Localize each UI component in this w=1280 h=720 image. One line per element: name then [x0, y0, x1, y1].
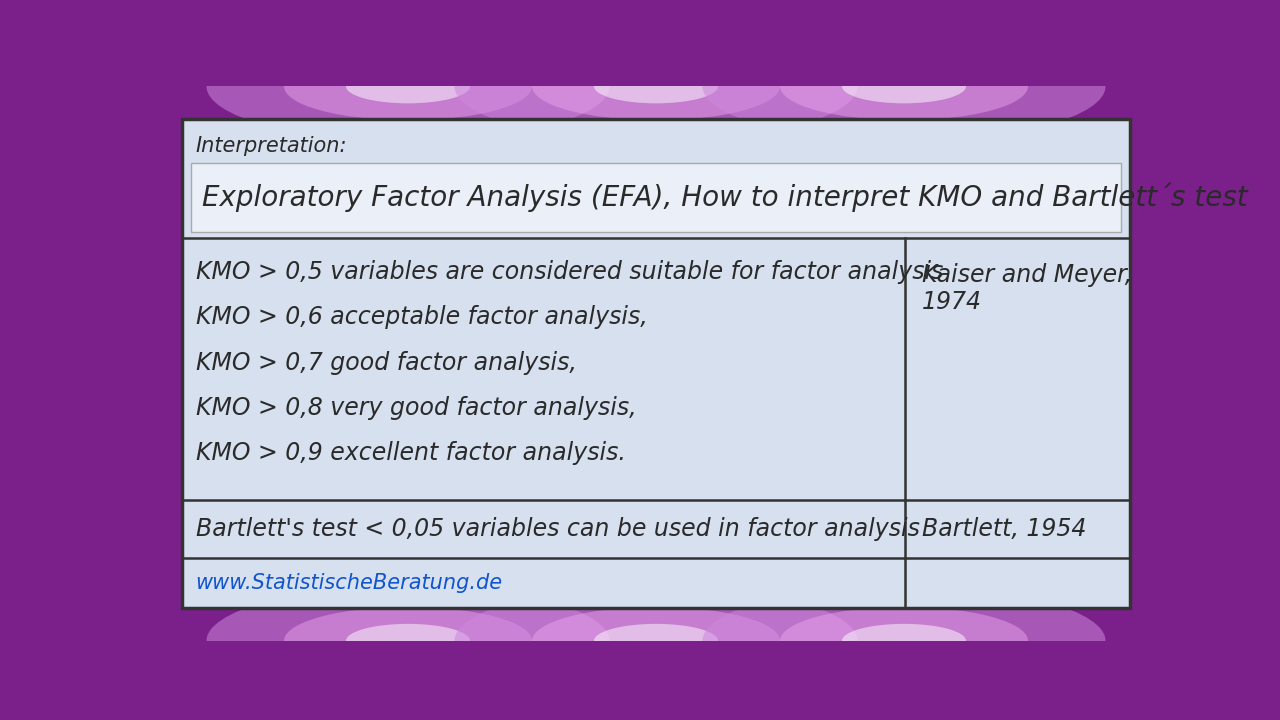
Text: 1974: 1974: [922, 290, 982, 315]
Ellipse shape: [594, 624, 718, 658]
Text: KMO > 0,5 variables are considered suitable for factor analysis: KMO > 0,5 variables are considered suita…: [196, 260, 943, 284]
Ellipse shape: [532, 607, 780, 675]
FancyBboxPatch shape: [191, 163, 1121, 232]
Ellipse shape: [842, 624, 966, 658]
Ellipse shape: [346, 624, 470, 658]
Ellipse shape: [532, 53, 780, 120]
Ellipse shape: [454, 586, 858, 696]
Text: Kaiser and Meyer,: Kaiser and Meyer,: [922, 263, 1132, 287]
Text: KMO > 0,9 excellent factor analysis.: KMO > 0,9 excellent factor analysis.: [196, 441, 626, 465]
Text: www.StatistischeBeratung.de: www.StatistischeBeratung.de: [196, 573, 503, 593]
Text: Interpretation:: Interpretation:: [196, 135, 347, 156]
Ellipse shape: [842, 69, 966, 104]
Ellipse shape: [284, 607, 532, 675]
Ellipse shape: [780, 53, 1028, 120]
FancyBboxPatch shape: [182, 119, 1130, 608]
Ellipse shape: [703, 586, 1106, 696]
Text: KMO > 0,8 very good factor analysis,: KMO > 0,8 very good factor analysis,: [196, 396, 636, 420]
Text: Bartlett, 1954: Bartlett, 1954: [922, 517, 1085, 541]
Ellipse shape: [346, 69, 470, 104]
Ellipse shape: [703, 32, 1106, 141]
Ellipse shape: [206, 586, 609, 696]
Ellipse shape: [454, 32, 858, 141]
Ellipse shape: [780, 607, 1028, 675]
Text: KMO > 0,7 good factor analysis,: KMO > 0,7 good factor analysis,: [196, 351, 576, 374]
Ellipse shape: [594, 69, 718, 104]
Ellipse shape: [206, 32, 609, 141]
Ellipse shape: [284, 53, 532, 120]
Text: Bartlett's test < 0,05 variables can be used in factor analysis: Bartlett's test < 0,05 variables can be …: [196, 517, 919, 541]
Text: Exploratory Factor Analysis (EFA), How to interpret KMO and Bartlett´s test: Exploratory Factor Analysis (EFA), How t…: [202, 183, 1248, 212]
Text: KMO > 0,6 acceptable factor analysis,: KMO > 0,6 acceptable factor analysis,: [196, 305, 648, 329]
